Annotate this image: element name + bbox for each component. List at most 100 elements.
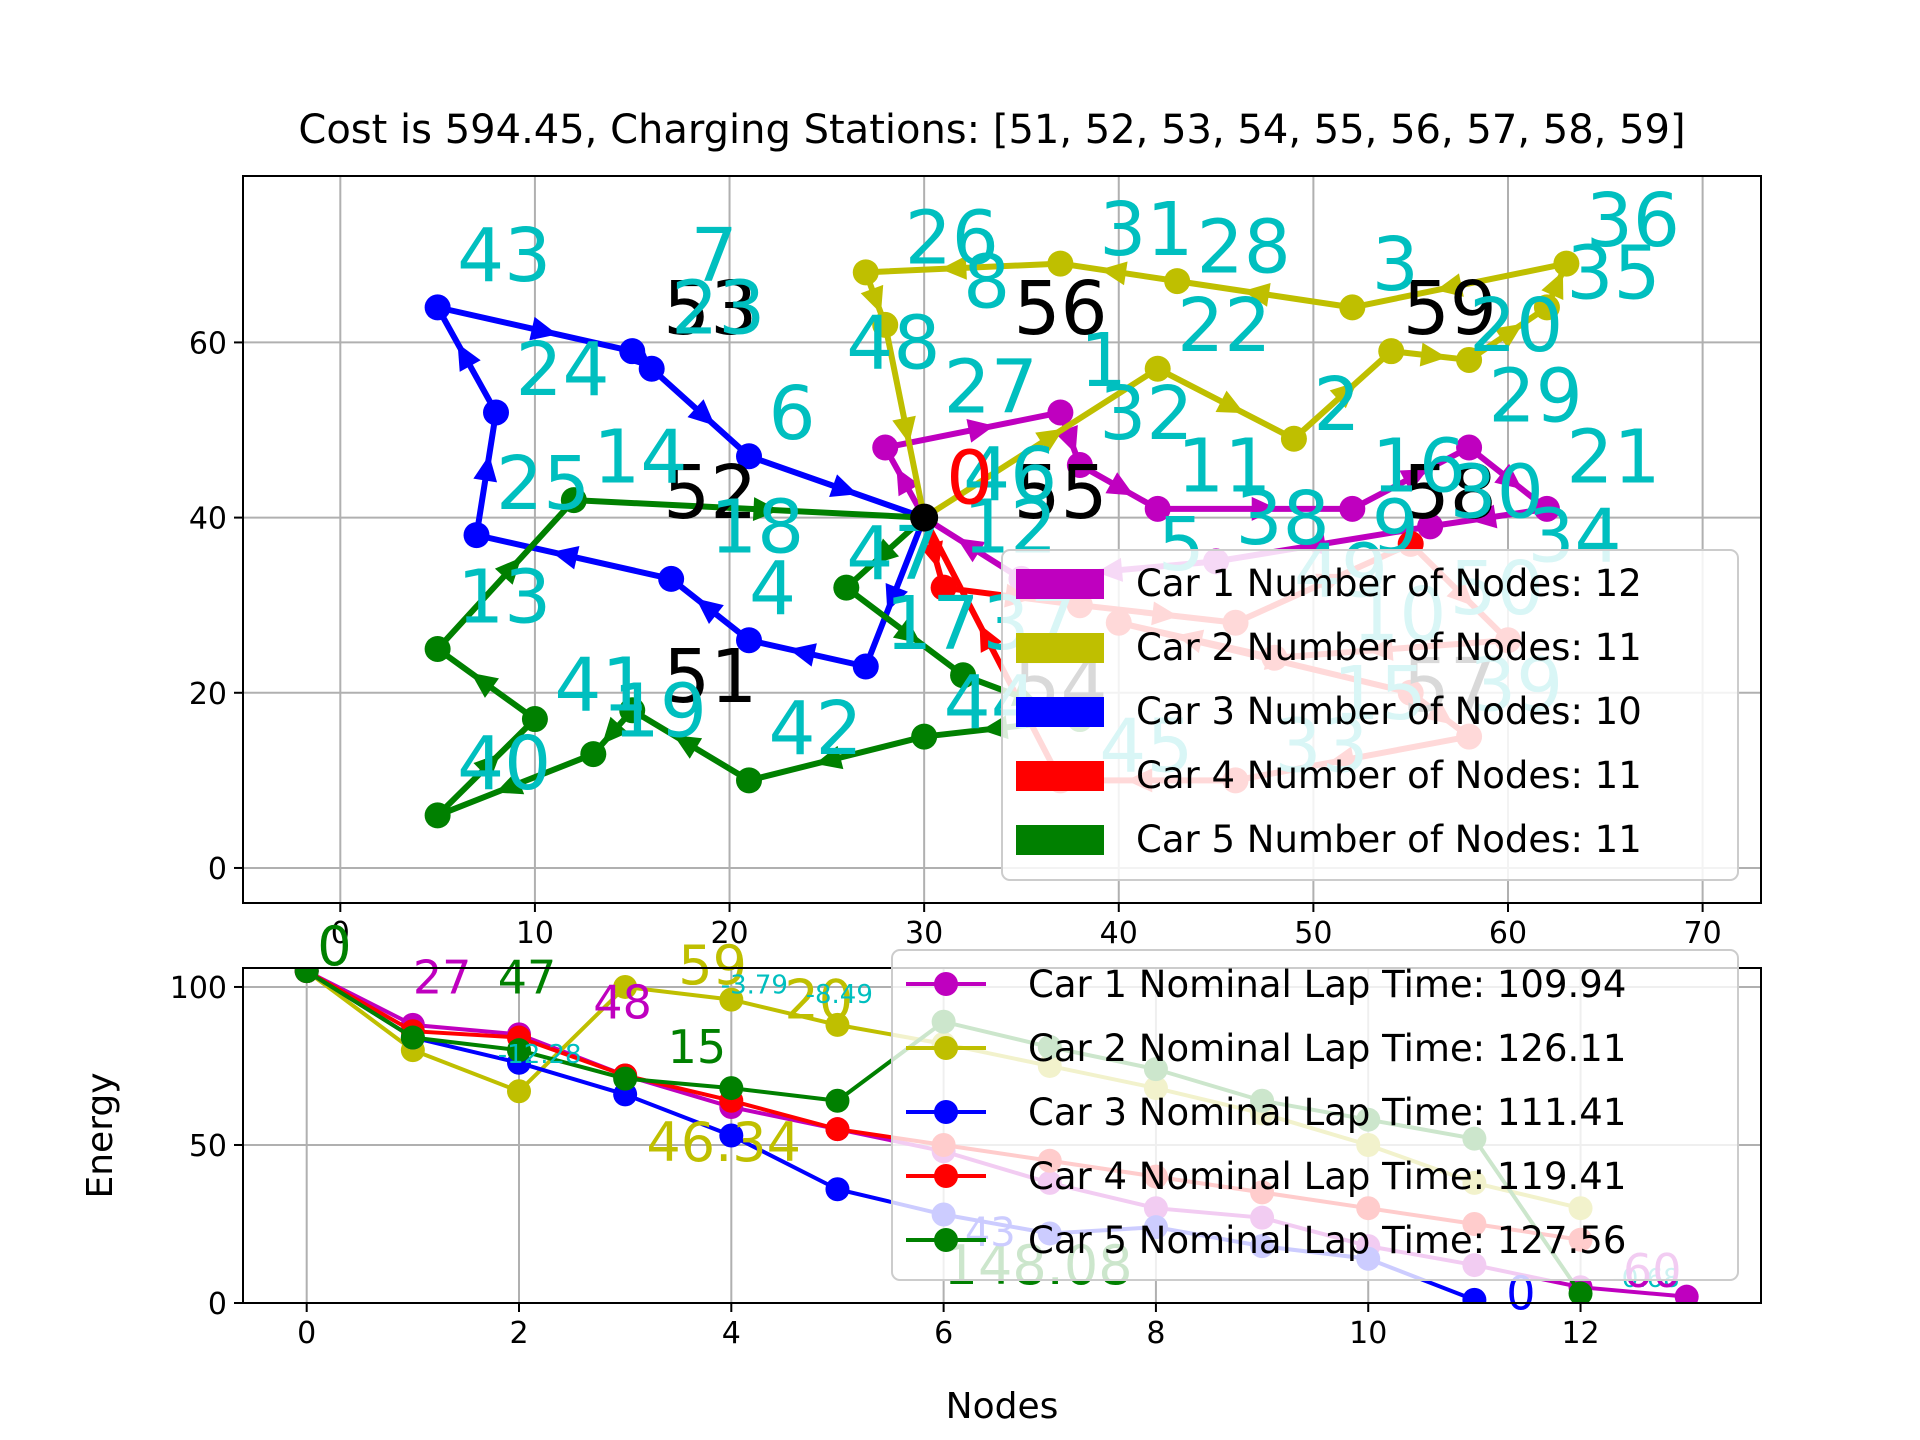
station-label: 58	[1403, 450, 1497, 536]
y-tick-label: 60	[189, 326, 227, 361]
node-label: 2	[1313, 362, 1360, 448]
route-car-5	[424, 487, 1093, 829]
energy-annotation: -12.28	[498, 1040, 582, 1070]
station-label: 53	[663, 266, 757, 352]
route-node-marker	[1144, 355, 1171, 382]
route-node-marker	[1339, 495, 1366, 522]
node-label: 40	[457, 721, 551, 807]
route-node-marker	[1047, 399, 1074, 426]
legend-label: Car 1 Nominal Lap Time: 109.94	[1028, 963, 1626, 1006]
energy-annotation: -8.49	[806, 980, 873, 1010]
route-arrow	[1215, 390, 1245, 414]
energy-point	[719, 1123, 744, 1148]
x-tick-label: 40	[1100, 916, 1138, 951]
node-label: 17	[885, 581, 979, 667]
route-arrow	[1035, 428, 1064, 453]
node-label: 24	[515, 327, 609, 413]
y-tick-label: 0	[208, 1287, 227, 1322]
route-node-marker	[424, 294, 451, 321]
route-arrow	[892, 415, 916, 444]
legend-label: Car 4 Number of Nodes: 11	[1136, 754, 1642, 797]
energy-annotation: -3.79	[721, 970, 788, 1000]
route-node-marker	[1553, 250, 1580, 277]
energy-point	[719, 1076, 744, 1101]
legend-swatch	[1016, 825, 1104, 855]
route-arrow	[752, 497, 780, 522]
route-node-marker	[872, 434, 899, 461]
x-tick-label: 4	[722, 1316, 741, 1351]
route-arrow	[829, 474, 858, 498]
y-axis-label: Energy	[80, 1072, 121, 1198]
node-label: 14	[593, 415, 687, 501]
route-node-marker	[911, 723, 938, 750]
route-arrow	[529, 316, 558, 341]
route-node-marker	[560, 487, 587, 514]
route-arrow	[473, 753, 501, 781]
route-arrow	[860, 284, 884, 314]
route-arrow	[896, 467, 920, 497]
route-node-marker	[950, 662, 977, 689]
route-arrow	[979, 624, 1003, 653]
route-arrow	[956, 538, 986, 563]
node-label: 1	[1080, 318, 1127, 404]
route-node-marker	[658, 565, 685, 592]
y-tick-label: 20	[189, 677, 227, 712]
route-node-marker	[521, 706, 548, 733]
energy-point	[719, 987, 744, 1012]
x-tick-label: 50	[1294, 916, 1332, 951]
legend-marker	[934, 1164, 958, 1188]
route-arrow	[966, 419, 995, 443]
route-node-marker	[1339, 294, 1366, 321]
station-label: 59	[1403, 266, 1497, 352]
route-node-marker	[463, 522, 490, 549]
node-label: 8	[963, 239, 1010, 325]
node-label: 6	[768, 371, 815, 457]
node-label: 21	[1566, 415, 1660, 501]
node-label: 28	[1197, 204, 1291, 290]
route-arrow	[1399, 469, 1429, 492]
route-node-marker	[424, 635, 451, 662]
energy-annotation: 46.34	[646, 1111, 801, 1174]
route-node-marker	[1066, 452, 1093, 479]
energy-annotations: 0592046.34148.084327474815-3.79-8.49-12.…	[317, 915, 1681, 1320]
node-label: 23	[671, 266, 765, 352]
legend-marker	[934, 972, 958, 996]
route-arrow	[1329, 381, 1358, 409]
figure-title: Cost is 594.45, Charging Stations: [51, …	[298, 107, 1685, 153]
x-tick-label: 20	[710, 916, 748, 951]
route-node-marker	[619, 697, 646, 724]
route-arrow	[1494, 463, 1523, 490]
energy-point	[507, 1079, 531, 1104]
energy-point	[613, 1066, 638, 1091]
depot-marker	[910, 503, 939, 532]
energy-point	[825, 1117, 850, 1142]
legend-label: Car 3 Nominal Lap Time: 111.41	[1028, 1091, 1626, 1134]
energy-annotation: 59	[678, 934, 747, 997]
x-tick-label: 60	[1489, 916, 1527, 951]
node-label: 7	[691, 213, 738, 299]
legend-marker	[934, 1228, 958, 1252]
node-label: 13	[457, 555, 551, 641]
route-node-marker	[930, 574, 957, 601]
route-node-marker	[483, 399, 509, 426]
route-node-marker	[580, 741, 607, 768]
x-axis-label: Nodes	[946, 1386, 1059, 1427]
legend-label: Car 5 Nominal Lap Time: 127.56	[1028, 1219, 1626, 1262]
depot-label: 0	[946, 436, 993, 522]
node-label: 43	[457, 213, 551, 299]
legend-swatch	[1016, 697, 1104, 727]
y-tick-label: 0	[208, 852, 227, 887]
route-arrow	[871, 538, 900, 565]
station-label: 55	[1013, 450, 1107, 536]
node-label: 41	[554, 642, 648, 728]
node-label: 20	[1469, 283, 1563, 369]
legend-swatch	[1016, 569, 1104, 599]
x-tick-label: 6	[934, 1316, 953, 1351]
station-label: 52	[663, 450, 757, 536]
energy-point	[825, 1012, 850, 1037]
route-arrow	[788, 643, 817, 667]
node-label: 30	[1450, 450, 1544, 536]
energy-point	[294, 968, 319, 984]
route-node-marker	[1417, 513, 1444, 540]
node-label: 35	[1566, 231, 1660, 317]
